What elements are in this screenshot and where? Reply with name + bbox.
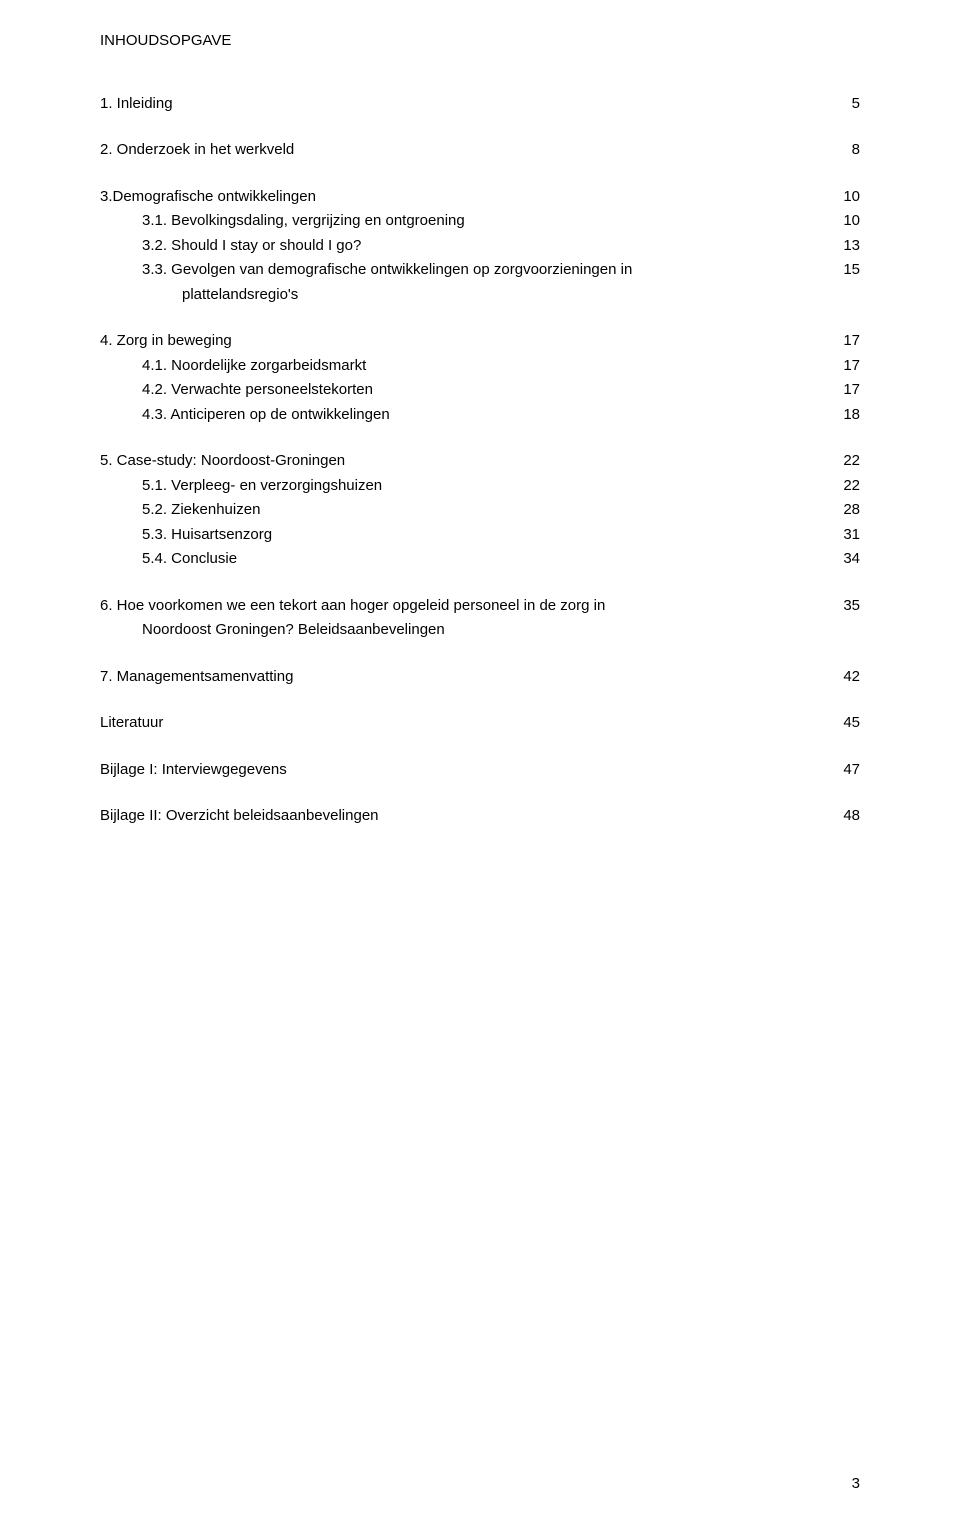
toc-entry: 3.3. Gevolgen van demografische ontwikke…: [100, 259, 860, 282]
toc-entry: 4. Zorg in beweging17: [100, 330, 860, 353]
toc-entry-label: plattelandsregio's: [100, 284, 820, 307]
toc-entry: 2. Onderzoek in het werkveld8: [100, 139, 860, 162]
toc-entry-page: 22: [820, 450, 860, 473]
toc-entry: 4.1. Noordelijke zorgarbeidsmarkt17: [100, 355, 860, 378]
toc-gap: [100, 164, 860, 186]
toc-entry-page: 17: [820, 330, 860, 353]
toc-gap: [100, 690, 860, 712]
toc-entry-label: 5. Case-study: Noordoost-Groningen: [100, 450, 820, 473]
table-of-contents: 1. Inleiding52. Onderzoek in het werkvel…: [100, 93, 860, 828]
toc-gap: [100, 308, 860, 330]
toc-entry-page: 15: [820, 259, 860, 282]
toc-entry-page: [820, 619, 860, 642]
toc-entry-page: 35: [820, 595, 860, 618]
toc-entry: 1. Inleiding5: [100, 93, 860, 116]
toc-entry-label: 3.1. Bevolkingsdaling, vergrijzing en on…: [100, 210, 820, 233]
toc-entry: plattelandsregio's: [100, 284, 860, 307]
toc-entry-page: 17: [820, 355, 860, 378]
toc-entry-page: 42: [820, 666, 860, 689]
toc-entry-page: 18: [820, 404, 860, 427]
toc-entry: 5.1. Verpleeg- en verzorgingshuizen22: [100, 475, 860, 498]
toc-entry: 5.2. Ziekenhuizen28: [100, 499, 860, 522]
toc-entry-label: 3.2. Should I stay or should I go?: [100, 235, 820, 258]
toc-entry-label: Literatuur: [100, 712, 820, 735]
toc-gap: [100, 737, 860, 759]
toc-entry-label: 6. Hoe voorkomen we een tekort aan hoger…: [100, 595, 820, 618]
toc-gap: [100, 644, 860, 666]
toc-entry: 5.3. Huisartsenzorg31: [100, 524, 860, 547]
toc-entry-page: 13: [820, 235, 860, 258]
toc-entry: Literatuur45: [100, 712, 860, 735]
toc-entry-page: [820, 284, 860, 307]
page-number: 3: [852, 1473, 860, 1496]
toc-entry-label: 7. Managementsamenvatting: [100, 666, 820, 689]
toc-entry: 3.Demografische ontwikkelingen10: [100, 186, 860, 209]
toc-entry-page: 22: [820, 475, 860, 498]
toc-entry-label: 4. Zorg in beweging: [100, 330, 820, 353]
toc-entry-label: 5.4. Conclusie: [100, 548, 820, 571]
toc-entry: 4.3. Anticiperen op de ontwikkelingen18: [100, 404, 860, 427]
toc-title: INHOUDSOPGAVE: [100, 30, 860, 53]
toc-entry-page: 10: [820, 210, 860, 233]
toc-entry-label: Bijlage II: Overzicht beleidsaanbeveling…: [100, 805, 820, 828]
toc-entry-label: Bijlage I: Interviewgegevens: [100, 759, 820, 782]
toc-entry-page: 48: [820, 805, 860, 828]
toc-entry: 4.2. Verwachte personeelstekorten17: [100, 379, 860, 402]
toc-entry-page: 31: [820, 524, 860, 547]
toc-entry-label: 3.3. Gevolgen van demografische ontwikke…: [100, 259, 820, 282]
toc-entry: 7. Managementsamenvatting42: [100, 666, 860, 689]
toc-entry-label: 4.3. Anticiperen op de ontwikkelingen: [100, 404, 820, 427]
toc-entry: Noordoost Groningen? Beleidsaanbevelinge…: [100, 619, 860, 642]
toc-gap: [100, 573, 860, 595]
toc-entry: Bijlage I: Interviewgegevens47: [100, 759, 860, 782]
toc-entry-page: 47: [820, 759, 860, 782]
toc-entry-page: 17: [820, 379, 860, 402]
toc-entry-label: 5.2. Ziekenhuizen: [100, 499, 820, 522]
toc-entry-label: 2. Onderzoek in het werkveld: [100, 139, 820, 162]
toc-gap: [100, 783, 860, 805]
toc-entry-label: Noordoost Groningen? Beleidsaanbevelinge…: [100, 619, 820, 642]
toc-gap: [100, 428, 860, 450]
toc-entry-page: 8: [820, 139, 860, 162]
toc-entry: 6. Hoe voorkomen we een tekort aan hoger…: [100, 595, 860, 618]
toc-entry: Bijlage II: Overzicht beleidsaanbeveling…: [100, 805, 860, 828]
toc-entry-page: 10: [820, 186, 860, 209]
toc-entry: 5.4. Conclusie34: [100, 548, 860, 571]
toc-entry: 3.2. Should I stay or should I go?13: [100, 235, 860, 258]
toc-entry-page: 34: [820, 548, 860, 571]
toc-entry-label: 4.2. Verwachte personeelstekorten: [100, 379, 820, 402]
toc-entry-label: 5.3. Huisartsenzorg: [100, 524, 820, 547]
toc-entry-label: 4.1. Noordelijke zorgarbeidsmarkt: [100, 355, 820, 378]
toc-entry: 5. Case-study: Noordoost-Groningen22: [100, 450, 860, 473]
toc-entry-page: 45: [820, 712, 860, 735]
toc-entry-page: 28: [820, 499, 860, 522]
toc-entry-label: 5.1. Verpleeg- en verzorgingshuizen: [100, 475, 820, 498]
toc-entry-label: 1. Inleiding: [100, 93, 820, 116]
toc-gap: [100, 117, 860, 139]
toc-entry-page: 5: [820, 93, 860, 116]
toc-entry: 3.1. Bevolkingsdaling, vergrijzing en on…: [100, 210, 860, 233]
toc-entry-label: 3.Demografische ontwikkelingen: [100, 186, 820, 209]
